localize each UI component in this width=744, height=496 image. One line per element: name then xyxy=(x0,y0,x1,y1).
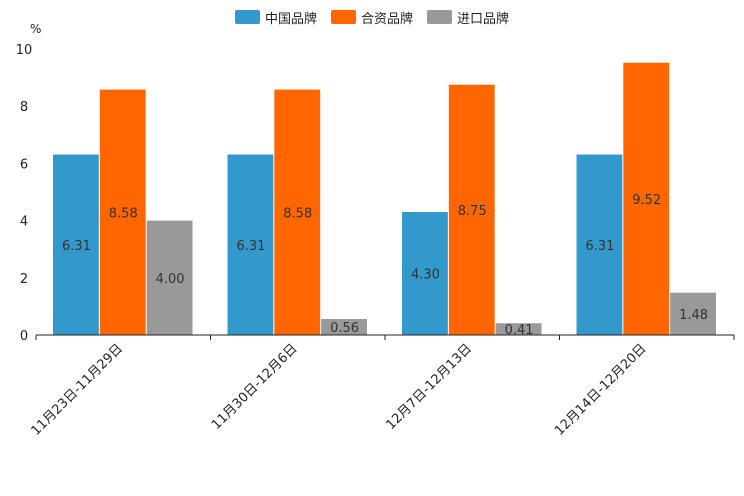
y-tick-label: 4 xyxy=(20,215,28,230)
data-label: 6.31 xyxy=(236,239,265,254)
legend-item-china-brand[interactable]: 中国品牌 xyxy=(234,7,317,27)
legend-label-imported-brand: 进口品牌 xyxy=(457,11,510,27)
y-tick-label: 6 xyxy=(20,157,28,172)
legend-item-joint-venture-brand[interactable]: 合资品牌 xyxy=(330,7,413,27)
data-label: 6.31 xyxy=(585,239,614,254)
data-label: 4.00 xyxy=(156,272,185,287)
data-label: 0.41 xyxy=(505,323,534,338)
data-label: 8.58 xyxy=(283,206,312,221)
data-label: 6.31 xyxy=(62,239,91,254)
x-tick-label: 11月23日-11月29日 xyxy=(29,341,126,438)
legend: 中国品牌 合资品牌 进口品牌 xyxy=(0,7,744,27)
bar-3-3[interactable] xyxy=(495,323,542,335)
legend-label-joint-venture-brand: 合资品牌 xyxy=(360,11,413,27)
y-tick-label: 2 xyxy=(20,272,28,287)
legend-swatch-china-brand xyxy=(234,10,260,24)
legend-swatch-joint-venture-brand xyxy=(330,10,356,24)
x-tick-label: 11月30日-12月6日 xyxy=(209,341,301,433)
data-label: 1.48 xyxy=(679,308,708,323)
y-axis-unit: % xyxy=(30,22,42,36)
data-label: 9.52 xyxy=(632,193,661,208)
bar-2-3[interactable] xyxy=(448,84,495,335)
y-tick-label: 0 xyxy=(20,329,28,344)
data-label: 0.56 xyxy=(330,321,359,336)
bar-3-2[interactable] xyxy=(321,318,367,335)
bar-1-4[interactable] xyxy=(576,154,623,335)
y-tick-label: 8 xyxy=(20,100,28,115)
bar-2-2[interactable] xyxy=(274,89,321,335)
bar-1-3[interactable] xyxy=(402,212,448,335)
bar-1-1[interactable] xyxy=(53,154,99,335)
legend-item-imported-brand[interactable]: 进口品牌 xyxy=(427,7,509,27)
bar-3-4[interactable] xyxy=(670,292,716,335)
bar-1-2[interactable] xyxy=(227,154,274,335)
bar-2-1[interactable] xyxy=(99,89,146,335)
bar-3-1[interactable] xyxy=(146,220,193,335)
bar-2-4[interactable] xyxy=(623,62,670,336)
data-label: 8.58 xyxy=(109,206,138,221)
legend-swatch-imported-brand xyxy=(427,10,452,24)
data-label: 8.75 xyxy=(458,204,487,219)
x-tick-label: 12月7日-12月13日 xyxy=(383,341,475,433)
data-label: 4.30 xyxy=(411,268,440,283)
x-tick-label: 12月14日-12月20日 xyxy=(552,341,649,438)
y-tick-label: 10 xyxy=(16,43,33,58)
legend-label-china-brand: 中国品牌 xyxy=(264,11,317,27)
